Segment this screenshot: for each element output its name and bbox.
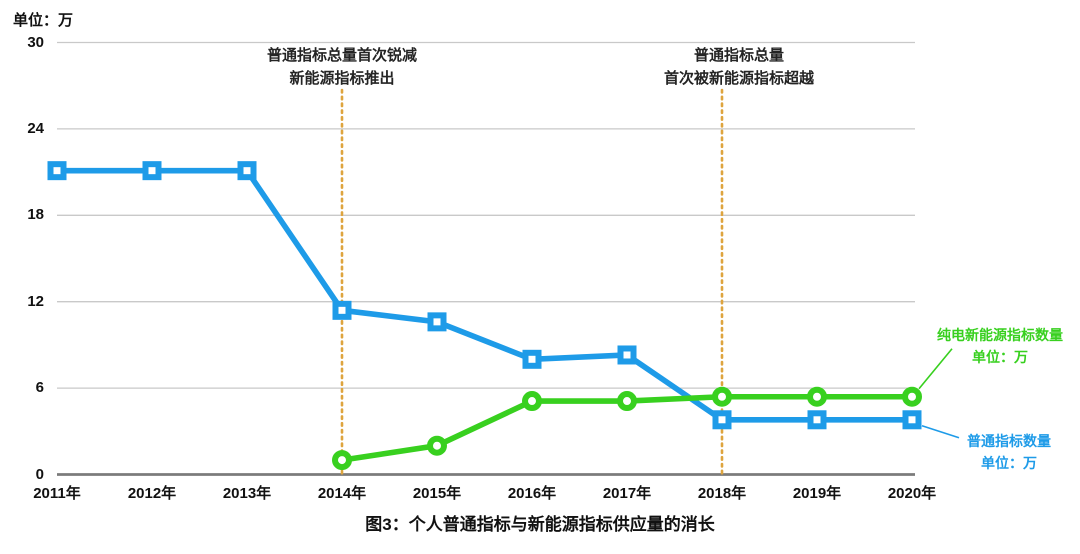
series-callout-ordinary-name: 普通指标数量 <box>967 433 1051 449</box>
series-callout-ordinary-unit: 单位：万 <box>981 455 1037 471</box>
x-tick-label: 2018年 <box>697 485 747 502</box>
data-point-green <box>807 386 827 407</box>
data-point-blue <box>902 410 922 430</box>
data-point-green <box>332 450 352 471</box>
data-point-blue <box>332 300 352 320</box>
annotation-2014: 普通指标总量首次锐减 新能源指标推出 <box>267 44 417 90</box>
chart-title: 图3：个人普通指标与新能源指标供应量的消长 <box>365 515 715 534</box>
annotation-2014-line2: 新能源指标推出 <box>289 70 395 87</box>
x-tick-label: 2013年 <box>222 485 272 502</box>
data-point-blue <box>712 410 732 430</box>
data-point-blue <box>237 161 257 181</box>
x-tick-label: 2015年 <box>412 485 462 502</box>
annotation-2014-line1: 普通指标总量首次锐减 <box>266 47 418 64</box>
series-callout-ordinary: 普通指标数量 单位：万 <box>938 430 1080 474</box>
series-callout-new-energy-name: 纯电新能源指标数量 <box>937 327 1063 343</box>
callout-leader-green <box>918 348 953 390</box>
data-point-blue <box>522 349 542 369</box>
annotation-2018-line1: 普通指标总量 <box>693 47 785 64</box>
data-point-green <box>522 391 542 412</box>
y-tick-label: 24 <box>27 119 44 137</box>
x-tick-label: 2011年 <box>33 485 81 502</box>
data-point-blue <box>617 345 637 365</box>
annotation-2018: 普通指标总量 首次被新能源指标超越 <box>664 44 814 90</box>
x-tick-label: 2016年 <box>507 485 557 502</box>
data-point-green <box>712 386 732 407</box>
x-tick-label: 2017年 <box>602 485 652 502</box>
y-tick-label: 12 <box>27 292 44 310</box>
y-tick-label: 0 <box>35 465 44 483</box>
x-tick-label: 2014年 <box>317 485 367 502</box>
callout-leader-blue <box>921 425 960 439</box>
series-line-blue <box>57 167 912 423</box>
x-tick-label: 2019年 <box>792 485 842 502</box>
data-point-blue <box>142 161 162 181</box>
annotation-2018-line2: 首次被新能源指标超越 <box>663 70 815 87</box>
series-callout-new-energy: 纯电新能源指标数量 单位：万 <box>920 324 1080 368</box>
data-point-blue <box>427 312 447 332</box>
data-point-blue <box>47 161 67 181</box>
y-axis-unit-label: 单位：万 <box>13 12 74 29</box>
data-point-green <box>427 435 447 456</box>
y-tick-label: 6 <box>35 379 44 397</box>
series-callout-new-energy-unit: 单位：万 <box>972 349 1028 365</box>
y-tick-label: 30 <box>27 33 44 51</box>
x-tick-label: 2012年 <box>127 485 177 502</box>
data-point-blue <box>807 410 827 430</box>
data-point-green <box>617 391 637 412</box>
y-tick-label: 18 <box>27 206 44 224</box>
x-tick-label: 2020年 <box>887 485 937 502</box>
data-point-green <box>902 386 922 407</box>
